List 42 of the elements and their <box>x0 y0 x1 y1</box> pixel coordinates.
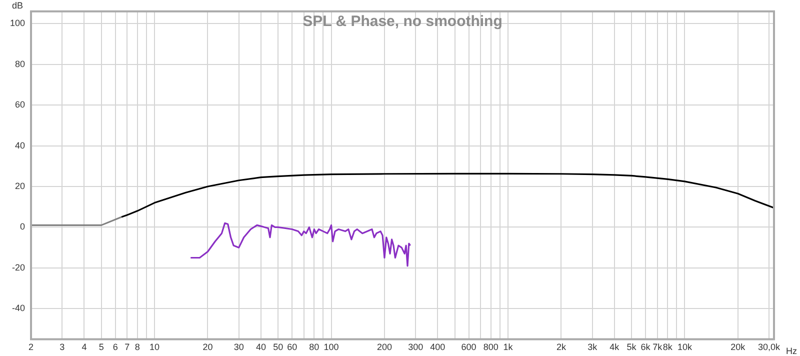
x-tick-label: 50 <box>273 342 284 352</box>
x-tick-label: 3 <box>60 342 65 352</box>
x-tick-label: 1k <box>503 342 514 352</box>
y-tick-label: 0 <box>20 222 26 232</box>
y-tick-label: 80 <box>15 58 26 69</box>
x-tick-label: 8k <box>662 342 673 352</box>
x-tick-label: 600 <box>461 342 476 352</box>
chart-title: SPL & Phase, no smoothing <box>302 13 502 30</box>
x-tick-label: 200 <box>376 342 392 352</box>
x-tick-label: 10 <box>150 342 160 352</box>
y-tick-label: -40 <box>12 303 26 314</box>
x-tick-label: 300 <box>408 342 424 352</box>
x-tick-label: 20 <box>202 342 213 352</box>
x-tick-label: 6k <box>640 342 651 352</box>
x-tick-label: 5 <box>98 342 104 352</box>
x-axis-title: Hz <box>786 346 798 356</box>
y-axis-title: dB <box>12 0 24 10</box>
x-tick-label: 4 <box>82 342 87 352</box>
x-tick-label: 8 <box>134 342 140 352</box>
x-tick-label: 800 <box>483 342 498 352</box>
x-tick-label: 4k <box>610 342 620 352</box>
y-tick-label: 40 <box>15 140 26 150</box>
x-tick-label: 40 <box>256 342 266 352</box>
x-tick-label: 60 <box>287 342 298 352</box>
y-tick-label: 20 <box>15 180 26 191</box>
x-tick-label: 400 <box>430 342 446 352</box>
y-tick-label: 60 <box>15 100 26 110</box>
y-tick-label: -20 <box>12 262 26 272</box>
x-tick-label: 2k <box>556 342 566 352</box>
x-tick-label: 6 <box>112 342 118 352</box>
y-tick-label: 100 <box>10 18 26 28</box>
x-tick-label: 10k <box>677 342 692 352</box>
x-tick-label: 3k <box>588 342 598 352</box>
x-tick-label: 2 <box>28 342 34 352</box>
x-tick-label: 7k <box>652 342 663 352</box>
x-tick-label: 5k <box>626 342 637 352</box>
x-tick-label: 80 <box>309 342 320 352</box>
x-tick-label: 7 <box>124 342 130 352</box>
x-tick-label: 30,0k <box>758 342 781 352</box>
x-tick-label: 100 <box>324 342 339 352</box>
x-tick-label: 30 <box>234 342 244 352</box>
x-tick-label: 20k <box>730 342 746 352</box>
